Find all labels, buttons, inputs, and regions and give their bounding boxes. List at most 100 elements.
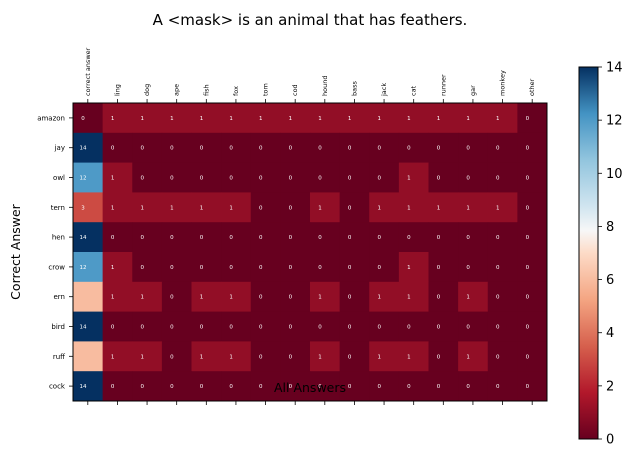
heatmap-cell [339, 132, 370, 163]
cell-value-label: 0 [526, 146, 530, 152]
heatmap-cell [339, 252, 370, 283]
heatmap-cell [221, 371, 252, 402]
heatmap-cell [221, 192, 252, 223]
heatmap-cell [428, 222, 459, 253]
cell-value-label: 0 [229, 265, 233, 271]
heatmap-cell [517, 281, 548, 312]
cell-value-label: 0 [378, 176, 382, 182]
heatmap-cell [221, 132, 252, 163]
heatmap-cell [487, 103, 518, 134]
cell-value-label: 1 [407, 176, 411, 182]
cell-value-label: 1 [496, 116, 500, 122]
cell-value-label: 1 [111, 295, 115, 301]
heatmap-cell [517, 341, 548, 372]
cell-value-label: 1 [229, 116, 233, 122]
heatmap-cell [458, 341, 489, 372]
colorbar-tick-label: 10 [606, 167, 623, 182]
cell-value-label: 0 [496, 146, 500, 152]
heatmap-cell [487, 371, 518, 402]
heatmap-cell [310, 132, 341, 163]
heatmap-cell [161, 222, 192, 253]
x-tick-label: correct answer [84, 47, 92, 96]
cell-value-label: 0 [348, 205, 352, 211]
y-tick-label: crow [48, 263, 65, 271]
cell-value-label: 1 [318, 295, 322, 301]
cell-value-label: 1 [378, 116, 382, 122]
cell-value-label: 0 [111, 325, 115, 331]
cell-value-label: 1 [111, 265, 115, 271]
cell-value-label: 0 [170, 295, 174, 301]
heatmap-cell [517, 132, 548, 163]
heatmap-cell [517, 222, 548, 253]
heatmap-cell [132, 341, 163, 372]
heatmap-cell [280, 371, 311, 402]
heatmap-cell [339, 192, 370, 223]
cell-value-label: 0 [348, 384, 352, 390]
cell-value-label: 12 [80, 265, 87, 271]
cell-value-label: 0 [526, 235, 530, 241]
cell-value-label: 0 [466, 265, 470, 271]
cell-value-label: 0 [259, 146, 263, 152]
heatmap-cell [161, 371, 192, 402]
cell-value-label: 0 [259, 176, 263, 182]
heatmap-cell [250, 341, 281, 372]
heatmap-cell [102, 371, 133, 402]
x-axis-label: All Answers [274, 380, 346, 395]
heatmap-cell [73, 192, 104, 223]
cell-value-label: 0 [229, 384, 233, 390]
heatmap-cell [428, 103, 459, 134]
cell-value-label: 1 [111, 116, 115, 122]
heatmap-cell [250, 103, 281, 134]
heatmap-cell [132, 371, 163, 402]
cell-value-label: 0 [259, 235, 263, 241]
cell-value-label: 0 [111, 235, 115, 241]
heatmap-cell [339, 281, 370, 312]
heatmap-cell [398, 281, 429, 312]
heatmap-cell [250, 311, 281, 342]
cell-value-label: 1 [348, 116, 352, 122]
cell-value-label: 0 [407, 384, 411, 390]
cell-value-label: 1 [141, 205, 145, 211]
heatmap-cell [487, 252, 518, 283]
heatmap-cell [132, 252, 163, 283]
heatmap-cell [132, 311, 163, 342]
heatmap-cell [250, 192, 281, 223]
cell-value-label: 0 [259, 325, 263, 331]
cell-value-label: 1 [200, 205, 204, 211]
cell-value-label: 0 [170, 384, 174, 390]
cell-value-label: 0 [496, 325, 500, 331]
cell-value-label: 1 [141, 354, 145, 360]
cell-value-label: 1 [200, 295, 204, 301]
x-tick-label: ling [113, 84, 121, 96]
cell-value-label: 14 [80, 325, 87, 331]
heatmap-cell [487, 222, 518, 253]
cell-value-label: 0 [496, 235, 500, 241]
cell-value-label: 0 [141, 176, 145, 182]
heatmap-cell [280, 192, 311, 223]
heatmap-cell [73, 103, 104, 134]
cell-value-label: 0 [437, 354, 441, 360]
cell-value-label: 1 [437, 116, 441, 122]
heatmap-cell [161, 252, 192, 283]
heatmap-cell [73, 371, 104, 402]
y-tick-label: jay [54, 144, 65, 152]
heatmap-cell [458, 103, 489, 134]
cell-value-label: 0 [466, 146, 470, 152]
heatmap-cell [428, 162, 459, 193]
cell-value-label: 1 [200, 354, 204, 360]
heatmap-cell [221, 252, 252, 283]
cell-value-label: 0 [229, 146, 233, 152]
heatmap-cell [369, 371, 400, 402]
heatmap-cell [487, 132, 518, 163]
colorbar-ticks: 0 2 4 6 8 10 12 14 [598, 61, 623, 448]
cell-value-label: 1 [318, 205, 322, 211]
cell-value-label: 0 [348, 265, 352, 271]
y-tick-label: ruff [53, 353, 65, 361]
heatmap-cell [310, 341, 341, 372]
cell-value-label: 0 [141, 235, 145, 241]
x-tick-label: other [528, 78, 536, 96]
heatmap-cell [458, 281, 489, 312]
cell-value-label: 0 [466, 325, 470, 331]
heatmap-cell [132, 132, 163, 163]
y-axis-ticks: amazon jay owl tern hen crow ern bird ruff cock [37, 114, 73, 391]
